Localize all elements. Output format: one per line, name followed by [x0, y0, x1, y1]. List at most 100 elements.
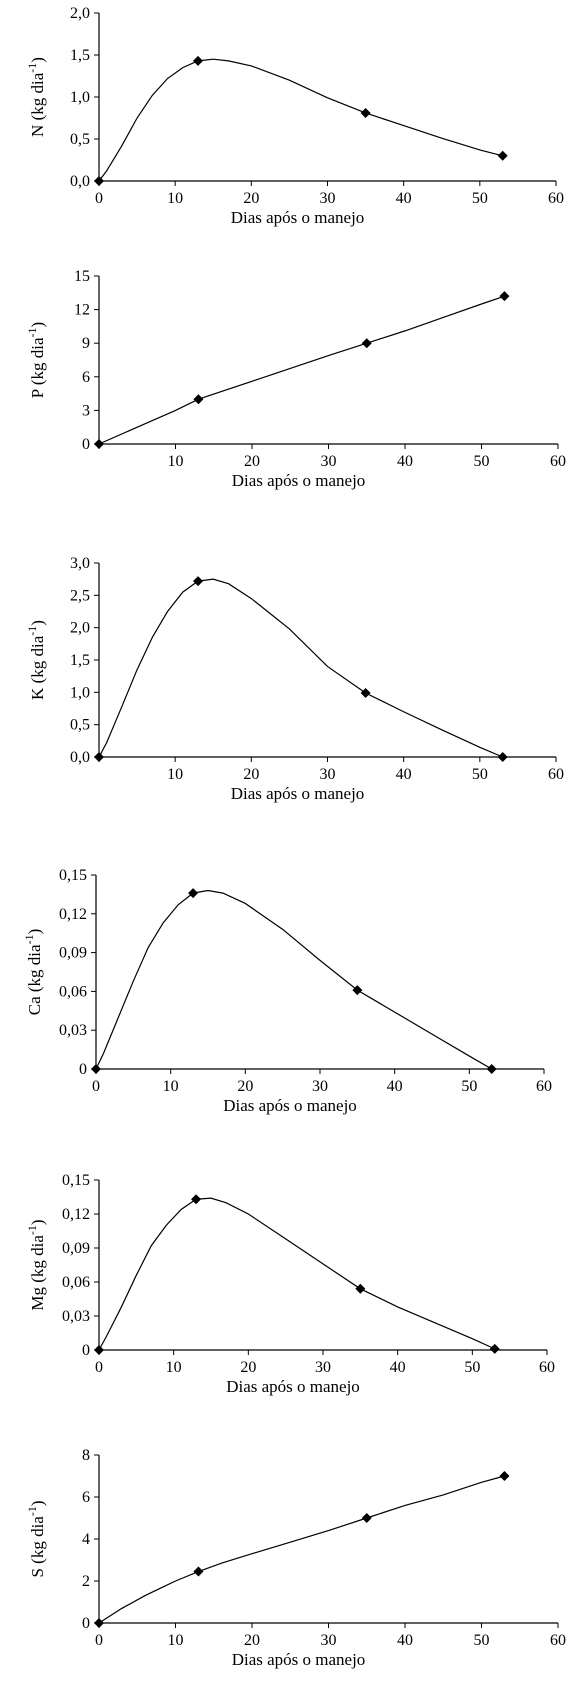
- y-tick-label: 0,5: [70, 717, 90, 734]
- y-tick-label: 4: [82, 1531, 90, 1548]
- series-line: [98, 578, 503, 758]
- data-point-marker: [94, 176, 104, 186]
- x-tick-label: 10: [168, 453, 184, 470]
- data-point-marker: [489, 1343, 500, 1354]
- x-tick-label: 10: [167, 190, 183, 207]
- x-tick-label: 20: [244, 1632, 260, 1649]
- data-point-marker: [361, 1513, 372, 1523]
- y-tick-label: 0,15: [62, 1172, 90, 1189]
- x-tick-label: 40: [396, 190, 412, 207]
- data-point-marker: [193, 1566, 204, 1577]
- x-tick-label: 30: [315, 1359, 331, 1376]
- x-tick-label: 60: [539, 1359, 555, 1376]
- y-tick-label: 2: [82, 1573, 90, 1590]
- x-tick-label: 20: [240, 1359, 256, 1376]
- data-point-marker: [352, 985, 363, 996]
- data-point-marker: [360, 687, 371, 698]
- x-axis-title: Dias após o manejo: [231, 208, 365, 227]
- y-tick-label: 0,06: [62, 1274, 90, 1291]
- x-tick-label: 40: [397, 1632, 413, 1649]
- data-point-marker: [94, 752, 104, 762]
- data-point-marker: [499, 1471, 510, 1481]
- x-tick-label: 30: [320, 766, 336, 783]
- x-tick-label: 50: [474, 453, 490, 470]
- x-tick-label: 40: [396, 766, 412, 783]
- x-tick-label: 60: [548, 766, 564, 783]
- data-point-marker: [497, 150, 508, 161]
- y-axis-title: Ca (kg dia-1): [22, 929, 44, 1016]
- y-tick-label: 0,03: [62, 1308, 90, 1325]
- x-tick-label: 0: [92, 1078, 100, 1095]
- y-axis-title: S (kg dia-1): [25, 1500, 47, 1577]
- y-tick-label: 0,09: [59, 945, 87, 962]
- y-tick-label: 0: [79, 1061, 87, 1078]
- x-tick-label: 40: [397, 453, 413, 470]
- x-tick-label: 60: [536, 1078, 552, 1095]
- x-tick-label: 30: [312, 1078, 328, 1095]
- x-tick-label: 10: [163, 1078, 179, 1095]
- y-tick-label: 0,12: [59, 906, 87, 923]
- y-axis-title: Mg (kg dia-1): [25, 1219, 47, 1310]
- y-axis-title: P (kg dia-1): [25, 322, 47, 398]
- y-tick-label: 0,09: [62, 1240, 90, 1257]
- y-axis-title: K (kg dia-1): [25, 620, 47, 700]
- x-axis-title: Dias após o manejo: [231, 784, 365, 803]
- x-tick-label: 50: [474, 1632, 490, 1649]
- x-tick-label: 40: [390, 1359, 406, 1376]
- x-tick-label: 0: [95, 1632, 103, 1649]
- x-tick-label: 60: [550, 1632, 566, 1649]
- data-point-marker: [360, 107, 371, 118]
- chart-panel-2: 10 20 30 40 50 60 0 3 6 9 12 15 Dias após o manejo P …: [25, 268, 566, 490]
- x-tick-label: 0: [95, 190, 103, 207]
- y-axis-title: N (kg dia-1): [25, 57, 47, 137]
- x-tick-label: 50: [464, 1359, 480, 1376]
- series-line: [98, 1475, 505, 1624]
- x-tick-label: 50: [472, 766, 488, 783]
- x-tick-label: 60: [548, 190, 564, 207]
- x-tick-label: 10: [166, 1359, 182, 1376]
- y-tick-label: 3: [82, 402, 90, 419]
- y-tick-label: 3,0: [70, 555, 90, 572]
- data-point-marker: [499, 291, 510, 302]
- x-tick-label: 30: [321, 1632, 337, 1649]
- y-tick-label: 12: [74, 302, 90, 319]
- x-tick-label: 30: [320, 190, 336, 207]
- y-tick-label: 1,0: [70, 89, 90, 106]
- series-line: [98, 58, 503, 182]
- data-point-marker: [94, 1345, 104, 1355]
- data-point-marker: [355, 1283, 366, 1294]
- x-tick-label: 10: [167, 766, 183, 783]
- chart-panel-5: 0 10 20 30 40 50 60 0 0,03 0,06 0,09 0,12 0,15 Dias a…: [25, 1172, 555, 1396]
- series-line: [95, 889, 493, 1070]
- data-point-marker: [91, 1064, 101, 1074]
- chart-panel-6: 0 10 20 30 40 50 60 0 2 4 6 8 Dias após o manejo S (k…: [25, 1447, 566, 1669]
- y-tick-label: 2,0: [70, 5, 90, 22]
- chart-panel-1: 0 10 20 30 40 50 60 0,0 0,5 1,0 1,5 2,0 Dias após o …: [25, 5, 564, 227]
- y-tick-label: 1,0: [70, 684, 90, 701]
- x-tick-label: 10: [168, 1632, 184, 1649]
- data-point-marker: [94, 439, 104, 449]
- y-tick-label: 0,06: [59, 983, 87, 1000]
- x-tick-label: 40: [387, 1078, 403, 1095]
- y-tick-label: 0: [82, 1615, 90, 1632]
- data-point-marker: [191, 1194, 202, 1205]
- y-tick-label: 6: [82, 1489, 90, 1506]
- y-tick-label: 2,5: [70, 587, 90, 604]
- x-tick-label: 50: [461, 1078, 477, 1095]
- x-axis-title: Dias após o manejo: [232, 1650, 366, 1669]
- x-tick-label: 20: [244, 453, 260, 470]
- y-tick-label: 9: [82, 335, 90, 352]
- data-point-marker: [193, 55, 204, 66]
- data-point-marker: [497, 752, 508, 762]
- chart-panel-4: 0 10 20 30 40 50 60 0 0,03 0,06 0,09 0,12 0,15 Dias a…: [22, 867, 552, 1115]
- data-point-marker: [188, 888, 199, 899]
- y-tick-label: 0,5: [70, 131, 90, 148]
- x-tick-label: 50: [472, 190, 488, 207]
- x-tick-label: 60: [550, 453, 566, 470]
- y-tick-label: 1,5: [70, 47, 90, 64]
- series-line: [98, 295, 505, 445]
- y-tick-label: 2,0: [70, 620, 90, 637]
- y-tick-label: 0,0: [70, 749, 90, 766]
- data-point-marker: [193, 576, 204, 587]
